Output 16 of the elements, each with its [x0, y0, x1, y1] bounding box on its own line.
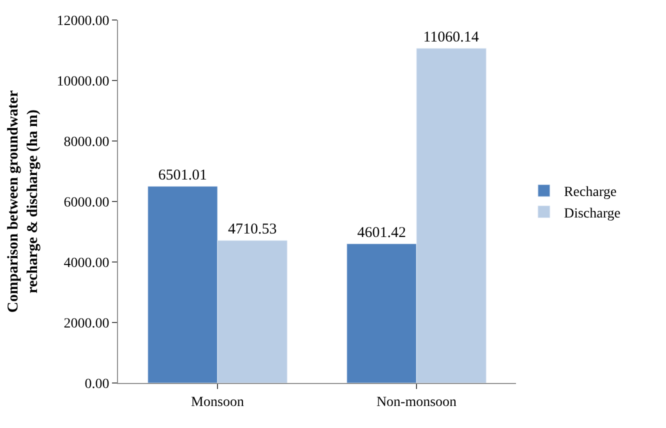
data-label: 4710.53	[228, 222, 277, 238]
y-tick-label: 2000.00	[64, 316, 110, 332]
x-tick-label: Non-monsoon	[376, 394, 457, 410]
y-tick-label: 8000.00	[64, 134, 110, 150]
y-tick-label: 6000.00	[64, 195, 110, 210]
y-tick-label: 10000.00	[56, 74, 110, 90]
legend-label: Discharge	[564, 206, 620, 222]
data-label: 4601.42	[357, 224, 406, 241]
y-axis-title: Comparison between groundwater recharge & discharge (ha m)	[5, 90, 41, 313]
y-tick-label: 12000.00	[56, 14, 110, 29]
data-label: 6501.01	[158, 167, 208, 184]
y-tick-label: 4000.00	[64, 256, 110, 271]
legend-label: Recharge	[564, 185, 617, 200]
x-tick-label: Monsoon	[191, 394, 244, 410]
y-tick-label: 0.00	[84, 376, 110, 392]
data-label: 11060.14	[423, 29, 480, 46]
